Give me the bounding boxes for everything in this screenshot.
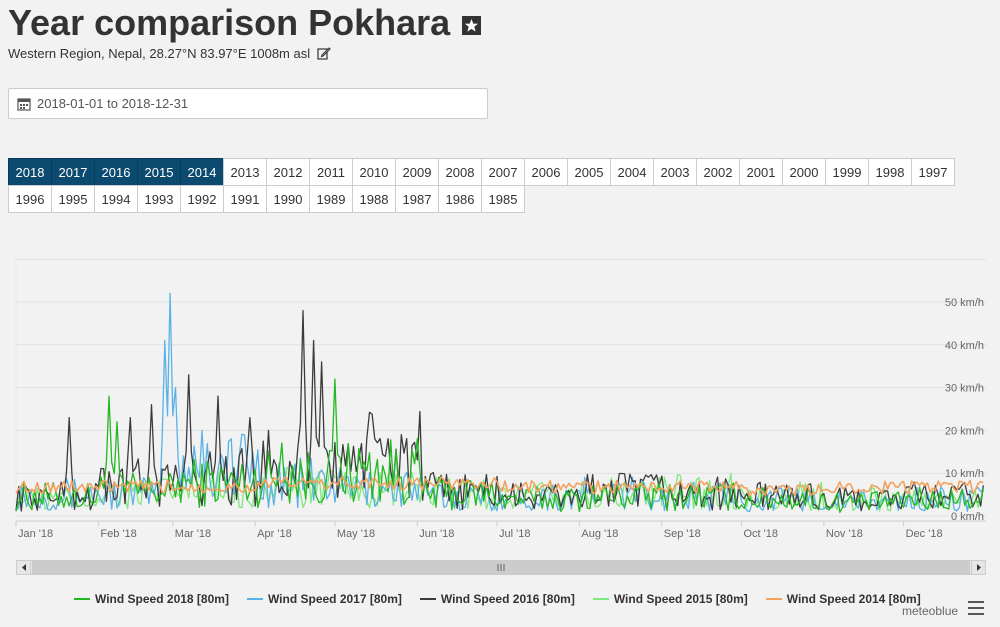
legend-item-2017[interactable]: Wind Speed 2017 [80m] <box>246 592 402 606</box>
year-button-2014[interactable]: 2014 <box>180 158 224 186</box>
x-tick-label: Dec '18 <box>906 528 943 540</box>
page-title: Year comparison Pokhara <box>8 2 482 44</box>
year-button-2018[interactable]: 2018 <box>8 158 52 186</box>
x-tick-label: May '18 <box>337 528 375 540</box>
scroll-right-button[interactable] <box>971 561 985 574</box>
chart-menu-icon[interactable] <box>968 601 984 615</box>
year-button-2013[interactable]: 2013 <box>223 158 267 186</box>
series-line-2014 <box>15 476 984 497</box>
year-button-1995[interactable]: 1995 <box>51 185 95 213</box>
year-button-2009[interactable]: 2009 <box>395 158 439 186</box>
legend-item-2014[interactable]: Wind Speed 2014 [80m] <box>765 592 921 606</box>
year-button-1994[interactable]: 1994 <box>94 185 138 213</box>
year-button-2007[interactable]: 2007 <box>481 158 525 186</box>
date-range-value: 2018-01-01 to 2018-12-31 <box>37 96 189 111</box>
year-button-2001[interactable]: 2001 <box>739 158 783 186</box>
year-button-1992[interactable]: 1992 <box>180 185 224 213</box>
year-button-1991[interactable]: 1991 <box>223 185 267 213</box>
x-tick-label: Aug '18 <box>581 528 618 540</box>
legend-swatch <box>246 598 263 600</box>
year-button-1997[interactable]: 1997 <box>911 158 955 186</box>
year-button-1985[interactable]: 1985 <box>481 185 525 213</box>
x-tick-label: Jun '18 <box>419 528 454 540</box>
legend-label: Wind Speed 2014 [80m] <box>786 592 921 606</box>
x-tick-label: Sep '18 <box>664 528 701 540</box>
y-tick-label: 50 km/h <box>945 297 984 309</box>
year-button-1993[interactable]: 1993 <box>137 185 181 213</box>
wind-speed-chart: 0 km/h 10 km/h 20 km/h 30 km/h 40 km/h 50 km/… <box>15 257 986 540</box>
chart-scrollbar[interactable] <box>16 560 986 575</box>
legend-label: Wind Speed 2017 [80m] <box>267 592 402 606</box>
date-range-input[interactable]: 2018-01-01 to 2018-12-31 <box>8 88 488 119</box>
year-button-1990[interactable]: 1990 <box>266 185 310 213</box>
legend-label: Wind Speed 2018 [80m] <box>95 592 229 606</box>
scroll-thumb[interactable] <box>32 561 970 574</box>
year-button-1999[interactable]: 1999 <box>825 158 869 186</box>
legend-swatch <box>765 598 782 600</box>
year-button-2005[interactable]: 2005 <box>567 158 611 186</box>
series-line-2017 <box>15 292 984 513</box>
year-button-2004[interactable]: 2004 <box>610 158 654 186</box>
year-button-2008[interactable]: 2008 <box>438 158 482 186</box>
year-button-2010[interactable]: 2010 <box>352 158 396 186</box>
year-button-2012[interactable]: 2012 <box>266 158 310 186</box>
year-row-2: 1996 1995 1994 1993 1992 1991 1990 1989 1988 1987… <box>8 185 973 213</box>
page-title-text: Year comparison Pokhara <box>8 2 451 43</box>
year-button-2011[interactable]: 2011 <box>309 158 353 186</box>
y-tick-label: 40 km/h <box>945 340 984 352</box>
y-tick-label: 20 km/h <box>945 425 984 437</box>
year-button-1996[interactable]: 1996 <box>8 185 52 213</box>
legend-item-2018[interactable]: Wind Speed 2018 [80m] <box>74 592 229 606</box>
x-tick-label: Nov '18 <box>826 528 863 540</box>
legend-label: Wind Speed 2016 [80m] <box>440 592 575 606</box>
year-button-2000[interactable]: 2000 <box>782 158 826 186</box>
scroll-grip-icon <box>497 564 505 571</box>
scroll-left-button[interactable] <box>17 561 31 574</box>
year-row-1: 2018 2017 2016 2015 2014 2013 2012 2011 2010 2009… <box>8 158 973 186</box>
x-tick-label: Apr '18 <box>257 528 292 540</box>
year-button-1989[interactable]: 1989 <box>309 185 353 213</box>
year-button-1987[interactable]: 1987 <box>395 185 439 213</box>
x-tick-label: Jan '18 <box>18 528 53 540</box>
year-button-2003[interactable]: 2003 <box>653 158 697 186</box>
legend-swatch <box>592 598 609 600</box>
year-button-2017[interactable]: 2017 <box>51 158 95 186</box>
calendar-icon <box>17 97 31 111</box>
year-button-2002[interactable]: 2002 <box>696 158 740 186</box>
legend-label: Wind Speed 2015 [80m] <box>613 592 748 606</box>
chart-legend: Wind Speed 2018 [80m] Wind Speed 2017 [80… <box>74 592 939 606</box>
year-button-1986[interactable]: 1986 <box>438 185 482 213</box>
location-text: Western Region, Nepal, 28.27°N 83.97°E 1… <box>8 46 311 61</box>
year-button-1988[interactable]: 1988 <box>352 185 396 213</box>
x-tick-label: Oct '18 <box>744 528 779 540</box>
year-selector: 2018 2017 2016 2015 2014 2013 2012 2011 2010 2009… <box>8 158 973 213</box>
year-button-1998[interactable]: 1998 <box>868 158 912 186</box>
series-line-2018 <box>15 378 984 513</box>
y-tick-label: 10 km/h <box>945 468 984 480</box>
legend-swatch <box>419 598 436 600</box>
x-tick-label: Jul '18 <box>499 528 530 540</box>
legend-item-2016[interactable]: Wind Speed 2016 [80m] <box>419 592 575 606</box>
legend-swatch <box>74 598 90 600</box>
x-tick-label: Mar '18 <box>175 528 211 540</box>
year-button-2006[interactable]: 2006 <box>524 158 568 186</box>
y-tick-label: 30 km/h <box>945 383 984 395</box>
year-button-2015[interactable]: 2015 <box>137 158 181 186</box>
series-line-2016 <box>15 309 984 512</box>
location-subtitle: Western Region, Nepal, 28.27°N 83.97°E 1… <box>8 46 331 63</box>
year-button-2016[interactable]: 2016 <box>94 158 138 186</box>
y-tick-label: 0 km/h <box>951 511 984 523</box>
edit-location-icon[interactable] <box>317 46 331 63</box>
meteoblue-credit[interactable]: meteoblue <box>902 604 959 618</box>
favorite-star-icon[interactable] <box>462 15 482 35</box>
legend-item-2015[interactable]: Wind Speed 2015 [80m] <box>592 592 748 606</box>
x-tick-label: Feb '18 <box>100 528 136 540</box>
